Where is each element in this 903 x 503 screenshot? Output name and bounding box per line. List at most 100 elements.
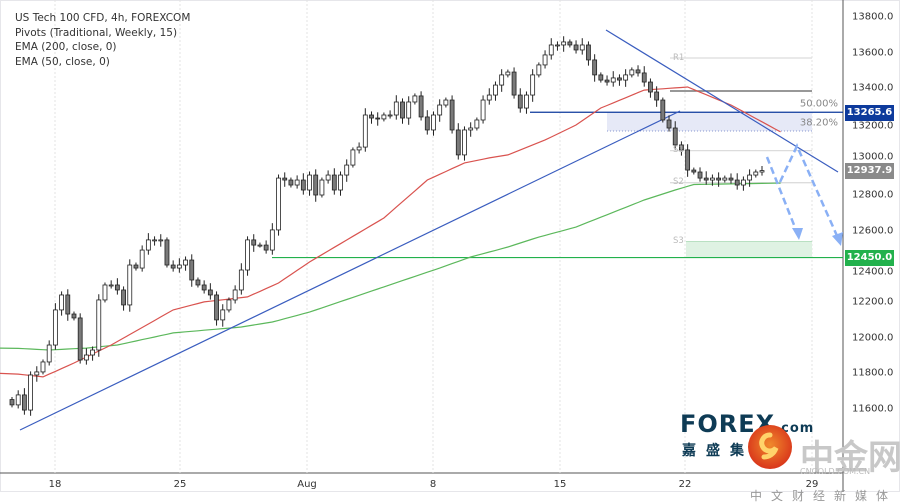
cngold-logo: 中金网	[800, 438, 902, 478]
candle-body	[493, 84, 498, 96]
candle-body	[573, 44, 579, 51]
price-tick-label: 11600.0	[852, 403, 894, 415]
candle-body	[530, 74, 536, 96]
candle-body	[629, 69, 635, 76]
candle-body	[685, 149, 691, 171]
legend-ema50[interactable]: EMA (50, close, 0)	[15, 55, 110, 68]
candle-body	[176, 264, 182, 269]
arrow-head-icon	[832, 232, 843, 246]
candle-body	[697, 171, 703, 179]
cngold-url: CNGOLD.COM.CN	[800, 467, 871, 476]
cngold-logo-icon	[748, 425, 792, 469]
candle-body	[207, 289, 213, 296]
arrow-head-icon	[792, 228, 803, 240]
candle-body	[269, 229, 275, 251]
candle-body	[623, 74, 629, 81]
candle-body	[635, 69, 641, 74]
candle-body	[139, 249, 145, 269]
candle-body	[753, 171, 759, 176]
candle-body	[226, 299, 232, 311]
candle-body	[52, 309, 58, 346]
candle-body	[96, 299, 102, 351]
candle-body	[691, 169, 697, 173]
candle-body	[437, 104, 443, 116]
time-tick-label: 25	[173, 479, 187, 490]
candle-body	[114, 284, 120, 291]
candle-body	[648, 81, 653, 93]
candle-body	[567, 41, 573, 46]
price-tick-label: 13200.0	[852, 120, 894, 132]
time-tick-label: 15	[553, 479, 567, 490]
price-tick-label: 13800.0	[852, 11, 894, 23]
candle-body	[431, 114, 436, 131]
candle-body	[400, 101, 405, 119]
candle-body	[325, 174, 331, 181]
candle-body	[486, 94, 492, 101]
candle-body	[127, 264, 133, 306]
candle-body	[424, 116, 430, 131]
candle-body	[381, 114, 387, 120]
candle-body	[511, 71, 517, 96]
legend-ema200[interactable]: EMA (200, close, 0)	[15, 41, 117, 53]
fib-zone	[607, 112, 812, 132]
uptrend-line	[19, 110, 681, 431]
candle-body	[344, 164, 350, 176]
candle-body	[679, 144, 684, 151]
candle-body	[245, 239, 250, 271]
candle-body	[201, 284, 207, 291]
candle-body	[722, 177, 728, 181]
candle-body	[164, 239, 170, 266]
candle-body	[610, 77, 616, 83]
candle-body	[443, 99, 449, 106]
candle-body	[9, 399, 15, 406]
candle-body	[654, 91, 660, 101]
pivot-s3-label: S3	[673, 236, 684, 246]
projection-arrow-1	[765, 156, 800, 236]
candle-body	[499, 74, 505, 86]
candle-body	[152, 239, 157, 242]
candle-body	[350, 149, 356, 166]
candle-body	[747, 174, 753, 181]
candle-body	[480, 99, 486, 121]
candle-body	[338, 174, 343, 191]
candle-body	[369, 114, 374, 119]
candle-body	[716, 177, 722, 181]
candle-body	[672, 127, 678, 146]
candle-body	[406, 101, 412, 119]
candle-body	[741, 179, 746, 186]
candle-body	[703, 177, 709, 181]
candle-body	[300, 179, 306, 191]
candle-body	[455, 129, 461, 156]
time-tick-label: 29	[805, 479, 819, 490]
candle-body	[28, 374, 33, 411]
price-tick-label: 12200.0	[852, 296, 894, 308]
candle-body	[375, 117, 381, 120]
fib-38-label: 38.20%	[799, 117, 838, 129]
chart-legend: US Tech 100 CFD, 4h, FOREXCOM Pivots (Tr…	[15, 11, 190, 69]
candle-body	[759, 170, 765, 173]
candle-body	[393, 101, 399, 116]
candle-body	[387, 114, 393, 117]
candle-body	[362, 114, 368, 148]
price-tick-label: 11800.0	[852, 367, 894, 379]
price-tick-label: 13000.0	[852, 151, 894, 163]
candle-body	[586, 44, 591, 61]
fib-50-label: 50.00%	[799, 98, 838, 110]
candle-body	[468, 127, 474, 131]
candle-body	[65, 294, 71, 315]
legend-pivots[interactable]: Pivots (Traditional, Weekly, 15)	[15, 26, 178, 39]
candle-body	[331, 174, 337, 191]
price-tick-label: 12000.0	[852, 332, 894, 344]
legend-symbol[interactable]: US Tech 100 CFD, 4h, FOREXCOM	[15, 12, 191, 24]
downtrend-line	[605, 29, 839, 173]
candle-body	[660, 99, 666, 121]
candle-body	[183, 259, 188, 266]
price-tick-label: 13600.0	[852, 47, 894, 59]
projection-arrow-2	[778, 143, 840, 239]
candle-body	[263, 244, 269, 251]
chart-frame	[0, 0, 900, 492]
candle-body	[710, 177, 715, 181]
price-tick-label: 13400.0	[852, 82, 894, 94]
candle-body	[313, 174, 319, 196]
